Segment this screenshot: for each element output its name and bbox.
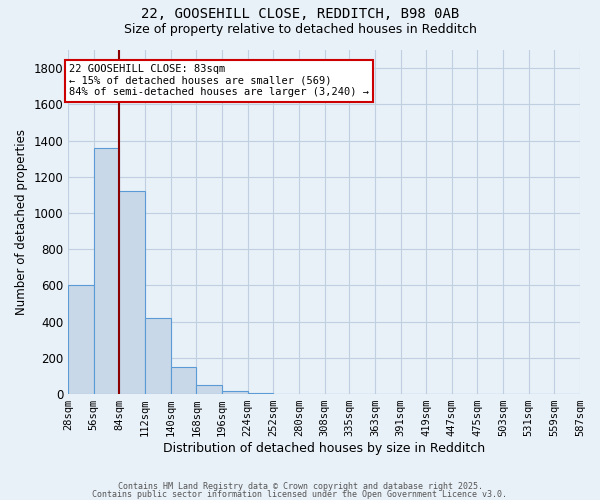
Bar <box>119 192 145 394</box>
Bar <box>94 148 119 394</box>
Text: Size of property relative to detached houses in Redditch: Size of property relative to detached ho… <box>124 22 476 36</box>
Text: 22, GOOSEHILL CLOSE, REDDITCH, B98 0AB: 22, GOOSEHILL CLOSE, REDDITCH, B98 0AB <box>141 8 459 22</box>
Text: Contains public sector information licensed under the Open Government Licence v3: Contains public sector information licen… <box>92 490 508 499</box>
Bar <box>68 286 94 394</box>
X-axis label: Distribution of detached houses by size in Redditch: Distribution of detached houses by size … <box>163 442 485 455</box>
Bar <box>171 367 196 394</box>
Bar <box>222 392 248 394</box>
Text: 22 GOOSEHILL CLOSE: 83sqm
← 15% of detached houses are smaller (569)
84% of semi: 22 GOOSEHILL CLOSE: 83sqm ← 15% of detac… <box>69 64 369 98</box>
Bar <box>145 318 171 394</box>
Bar <box>248 393 273 394</box>
Y-axis label: Number of detached properties: Number of detached properties <box>15 129 28 315</box>
Bar <box>196 385 222 394</box>
Text: Contains HM Land Registry data © Crown copyright and database right 2025.: Contains HM Land Registry data © Crown c… <box>118 482 482 491</box>
